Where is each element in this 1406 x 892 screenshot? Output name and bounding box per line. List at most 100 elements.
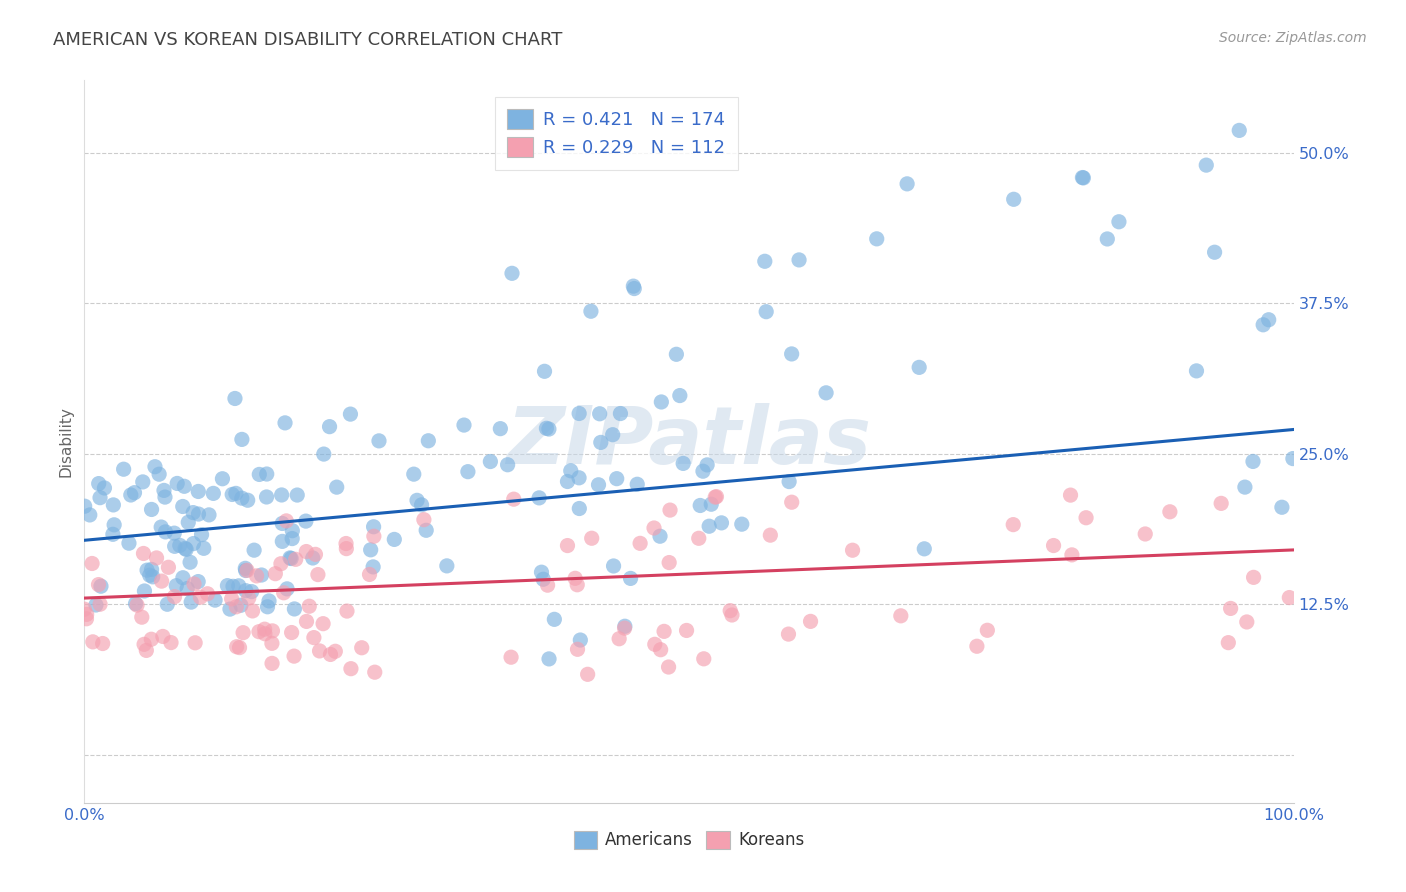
Point — [219, 602, 242, 616]
Point — [204, 593, 226, 607]
Point — [298, 599, 321, 614]
Point — [221, 591, 243, 606]
Point — [281, 524, 304, 538]
Point — [132, 546, 155, 560]
Point — [564, 571, 586, 585]
Point — [302, 631, 325, 645]
Point — [1159, 505, 1181, 519]
Point — [87, 577, 110, 591]
Point — [1002, 192, 1025, 206]
Point — [276, 582, 298, 596]
Point — [73, 602, 96, 616]
Point — [253, 626, 276, 640]
Point — [650, 395, 672, 409]
Point — [613, 619, 636, 633]
Point — [180, 595, 202, 609]
Point — [236, 563, 259, 577]
Point — [93, 481, 115, 495]
Point — [112, 462, 135, 476]
Point — [312, 447, 335, 461]
Point — [755, 304, 778, 318]
Point — [700, 497, 723, 511]
Point — [236, 493, 259, 508]
Point — [1251, 318, 1274, 332]
Point — [706, 490, 728, 504]
Point — [499, 650, 522, 665]
Point — [125, 598, 148, 612]
Point — [557, 475, 579, 489]
Point — [336, 604, 359, 618]
Point — [759, 528, 782, 542]
Point — [184, 636, 207, 650]
Point — [543, 612, 565, 626]
Point — [256, 490, 278, 504]
Point — [721, 607, 744, 622]
Point — [152, 630, 174, 644]
Point — [73, 499, 96, 513]
Point — [284, 552, 307, 566]
Point — [323, 644, 346, 658]
Point — [536, 578, 558, 592]
Point — [359, 567, 381, 582]
Point — [675, 624, 697, 638]
Point — [307, 567, 329, 582]
Point — [696, 458, 718, 472]
Point — [318, 419, 340, 434]
Point — [295, 615, 318, 629]
Point — [363, 520, 385, 534]
Point — [1073, 170, 1095, 185]
Point — [602, 559, 624, 574]
Point — [89, 597, 111, 611]
Point — [908, 360, 931, 375]
Point — [190, 590, 212, 604]
Point — [271, 534, 294, 549]
Point — [301, 551, 323, 566]
Point — [136, 563, 159, 577]
Point — [1071, 170, 1094, 185]
Point — [148, 467, 170, 482]
Point — [257, 594, 280, 608]
Point — [780, 495, 803, 509]
Point — [132, 637, 155, 651]
Point — [479, 454, 502, 468]
Legend: Americans, Koreans: Americans, Koreans — [567, 824, 811, 856]
Point — [619, 571, 641, 585]
Point — [160, 635, 183, 649]
Point — [187, 574, 209, 589]
Point — [232, 625, 254, 640]
Point — [308, 644, 330, 658]
Point — [187, 484, 209, 499]
Point — [411, 498, 433, 512]
Point — [280, 551, 302, 566]
Point — [76, 607, 98, 622]
Point — [153, 483, 176, 498]
Point — [304, 547, 326, 561]
Point — [1097, 232, 1119, 246]
Point — [368, 434, 391, 448]
Point — [560, 464, 582, 478]
Point — [669, 388, 692, 402]
Point — [588, 477, 610, 491]
Point — [530, 565, 553, 579]
Point — [131, 610, 153, 624]
Point — [169, 538, 191, 552]
Text: AMERICAN VS KOREAN DISABILITY CORRELATION CHART: AMERICAN VS KOREAN DISABILITY CORRELATIO… — [53, 31, 562, 49]
Point — [1241, 454, 1264, 468]
Point — [225, 599, 247, 614]
Point — [163, 526, 186, 541]
Point — [82, 635, 104, 649]
Point — [350, 640, 373, 655]
Point — [976, 624, 998, 638]
Point — [190, 527, 212, 541]
Point — [890, 608, 912, 623]
Point — [780, 347, 803, 361]
Point — [340, 662, 363, 676]
Point — [229, 599, 252, 613]
Point — [531, 572, 554, 586]
Point — [418, 434, 440, 448]
Point — [325, 480, 347, 494]
Point — [652, 624, 675, 639]
Point — [172, 571, 194, 585]
Point — [609, 407, 631, 421]
Point — [537, 652, 560, 666]
